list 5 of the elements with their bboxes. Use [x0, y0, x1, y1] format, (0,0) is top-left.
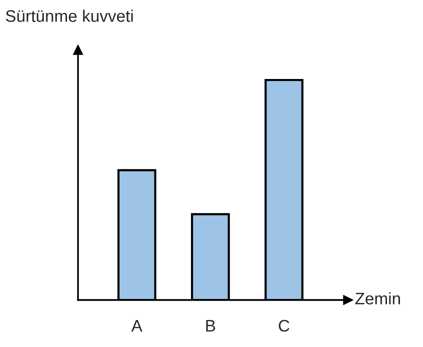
x-tick-label: A: [131, 320, 142, 332]
x-tick-label: B: [206, 320, 216, 332]
y-axis-title: Sürtünme kuvveti: [6, 10, 133, 22]
x-axis-title: Zemin: [355, 292, 400, 304]
x-tick-label: C: [278, 320, 290, 332]
